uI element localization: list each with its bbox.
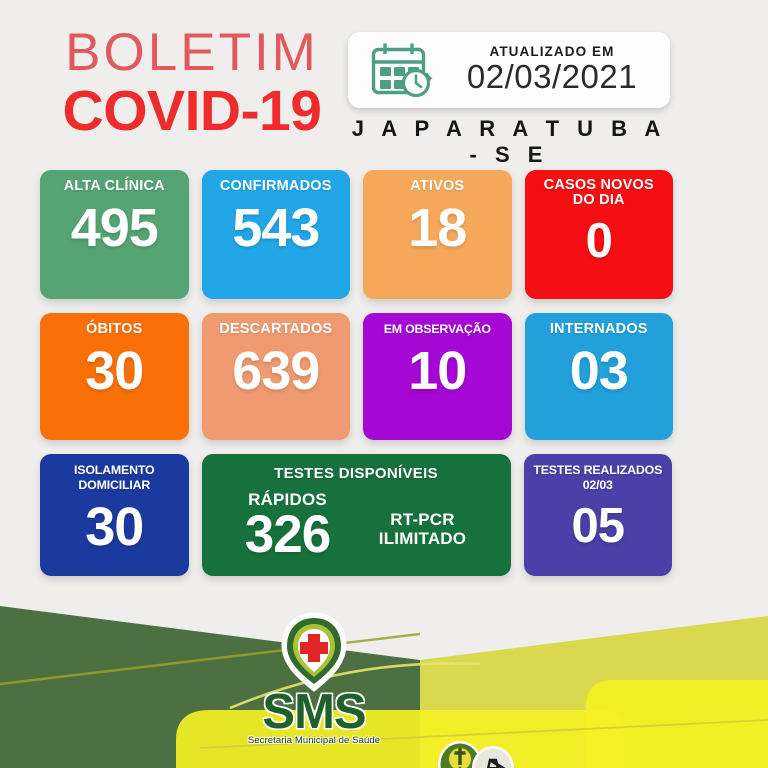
- title-covid: COVID-19: [62, 79, 322, 143]
- card-label-line1: CASOS NOVOS: [543, 177, 654, 193]
- red-cross-icon: [234, 612, 394, 694]
- card-label: ISOLAMENTO DOMICILIAR: [74, 463, 155, 492]
- date-value: 02/03/2021: [466, 58, 638, 95]
- card-alta-clinica[interactable]: ALTA CLÍNICA 495: [40, 170, 189, 299]
- card-label: TESTES DISPONÍVEIS: [274, 465, 438, 482]
- card-value: 05: [571, 499, 625, 553]
- calendar-clock-icon: [362, 41, 444, 99]
- card-value: 0: [585, 214, 613, 268]
- stats-row-1: ALTA CLÍNICA 495 CONFIRMADOS 543 ATIVOS …: [40, 170, 674, 299]
- card-casos-novos-do-dia[interactable]: CASOS NOVOS DO DIA 0: [524, 170, 674, 299]
- card-value: 495: [70, 198, 159, 258]
- testes-rapidos-value: 326: [244, 505, 331, 564]
- sms-wordmark: SMS: [262, 685, 366, 739]
- card-obitos[interactable]: ÓBITOS 30: [40, 313, 189, 440]
- card-confirmados[interactable]: CONFIRMADOS 543: [201, 170, 350, 299]
- card-label: CONFIRMADOS: [219, 178, 332, 194]
- card-label-line2: 02/03: [582, 478, 613, 492]
- card-value: 543: [232, 198, 320, 258]
- card-isolamento-domiciliar[interactable]: ISOLAMENTO DOMICILIAR 30: [40, 454, 189, 576]
- card-value: 03: [569, 341, 629, 401]
- japaratuba-emblem: [430, 740, 522, 768]
- page-title: BOLETIM COVID-19: [42, 23, 342, 143]
- card-em-observacao[interactable]: EM OBSERVAÇÃO 10: [363, 313, 512, 440]
- church-cross-icon: [438, 741, 482, 768]
- card-value: 30: [85, 497, 144, 557]
- card-value: 639: [232, 341, 320, 401]
- title-boletim: BOLETIM: [65, 23, 319, 82]
- stats-row-3: ISOLAMENTO DOMICILIAR 30 TESTES DISPONÍV…: [40, 454, 674, 576]
- card-label: ÓBITOS: [85, 321, 143, 337]
- header: BOLETIM COVID-19: [0, 0, 768, 167]
- stats-grid: ALTA CLÍNICA 495 CONFIRMADOS 543 ATIVOS …: [40, 170, 674, 576]
- footer-decoration: [0, 588, 768, 768]
- testes-rapidos-group: RÁPIDOS 326: [226, 490, 350, 564]
- testes-rapidos-label: RÁPIDOS: [248, 490, 327, 509]
- card-label: DESCARTADOS: [219, 321, 333, 337]
- date-label: ATUALIZADO EM: [489, 44, 615, 59]
- card-label-line1: TESTES REALIZADOS: [533, 463, 663, 477]
- card-label-line2: DO DIA: [572, 192, 625, 208]
- card-label: INTERNADOS: [549, 321, 648, 337]
- card-value: 10: [408, 341, 467, 401]
- card-descartados[interactable]: DESCARTADOS 639: [201, 313, 350, 440]
- rtpcr-label: RT-PCR: [390, 510, 455, 529]
- date-text-group: ATUALIZADO EM 02/03/2021: [444, 44, 670, 96]
- card-value: 18: [408, 198, 467, 258]
- stats-row-2: ÓBITOS 30 DESCARTADOS 639 EM OBSERVAÇÃO …: [40, 313, 674, 440]
- card-testes-realizados[interactable]: TESTES REALIZADOS 02/03 05: [523, 454, 673, 576]
- card-label: ATIVOS: [410, 178, 465, 194]
- footer-logos: SMS Secretaria Municipal de Saúde: [0, 610, 768, 768]
- date-card: ATUALIZADO EM 02/03/2021: [348, 32, 670, 108]
- card-label: TESTES REALIZADOS 02/03: [524, 454, 673, 493]
- card-internados[interactable]: INTERNADOS 03: [524, 313, 673, 440]
- footer-shapes: [0, 606, 768, 768]
- city-state-label: J A P A R A T U B A - S E: [351, 116, 667, 167]
- rtpcr-group: RT-PCR ILIMITADO: [353, 510, 493, 548]
- oil-derrick-icon: [472, 746, 514, 768]
- card-ativos[interactable]: ATIVOS 18: [363, 170, 512, 299]
- card-label: EM OBSERVAÇÃO: [383, 322, 491, 336]
- card-value: 30: [85, 341, 144, 401]
- card-testes-disponiveis[interactable]: TESTES DISPONÍVEIS RÁPIDOS 326 RT-PCR IL…: [201, 454, 511, 576]
- card-label: ALTA CLÍNICA: [63, 178, 165, 194]
- sms-logo: SMS Secretaria Municipal de Saúde: [234, 612, 394, 746]
- sms-subtitle: Secretaria Municipal de Saúde: [247, 735, 381, 746]
- rtpcr-value: ILIMITADO: [378, 529, 467, 548]
- card-label: CASOS NOVOS DO DIA: [525, 170, 674, 208]
